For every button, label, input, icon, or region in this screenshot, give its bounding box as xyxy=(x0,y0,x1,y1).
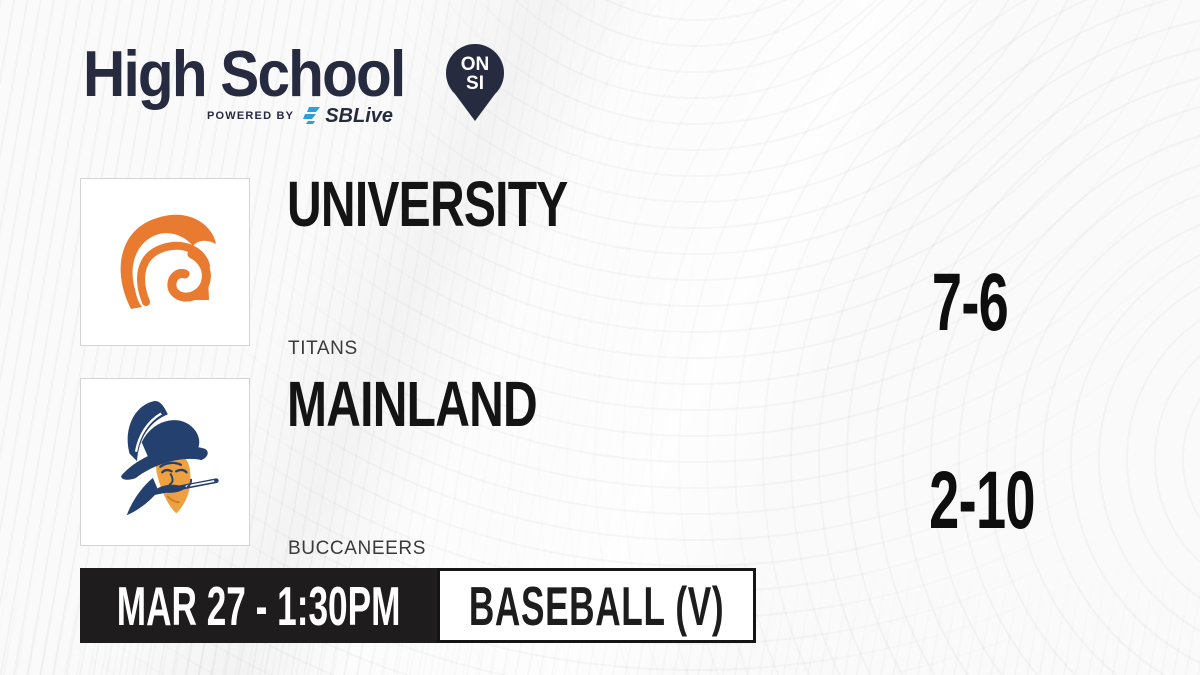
team2-record: 2-10 xyxy=(929,455,1035,546)
sport-badge: BASEBALL (V) xyxy=(437,568,756,643)
date-time-badge: MAR 27 - 1:30PM xyxy=(80,568,437,643)
on-si-pin-icon: ON SI xyxy=(446,44,504,121)
team2-logo-box xyxy=(80,378,250,546)
sblive-logo: SBLive xyxy=(302,105,393,128)
sblive-wordmark: SBLive xyxy=(325,104,393,127)
brand-title: High School xyxy=(83,37,406,110)
buccaneer-icon xyxy=(121,401,219,516)
trojan-helmet-icon xyxy=(120,214,216,309)
team1-record: 7-6 xyxy=(931,257,1009,348)
team1-logo-box xyxy=(80,178,250,346)
team2-mascot: BUCCANEERS xyxy=(288,538,426,559)
powered-by-label: POWERED BY xyxy=(207,110,295,122)
team1-mascot: TITANS xyxy=(288,338,358,359)
team1-name: UNIVERSITY xyxy=(287,168,568,240)
team2-name: MAINLAND xyxy=(287,368,538,440)
date-time-text: MAR 27 - 1:30PM xyxy=(116,574,401,637)
pin-text-si: SI xyxy=(466,73,484,94)
powered-by-row: POWERED BY SBLive xyxy=(207,104,393,128)
pin-text-on: ON xyxy=(461,54,490,75)
sport-text: BASEBALL (V) xyxy=(468,574,725,637)
sblive-bolt-icon xyxy=(303,107,321,124)
